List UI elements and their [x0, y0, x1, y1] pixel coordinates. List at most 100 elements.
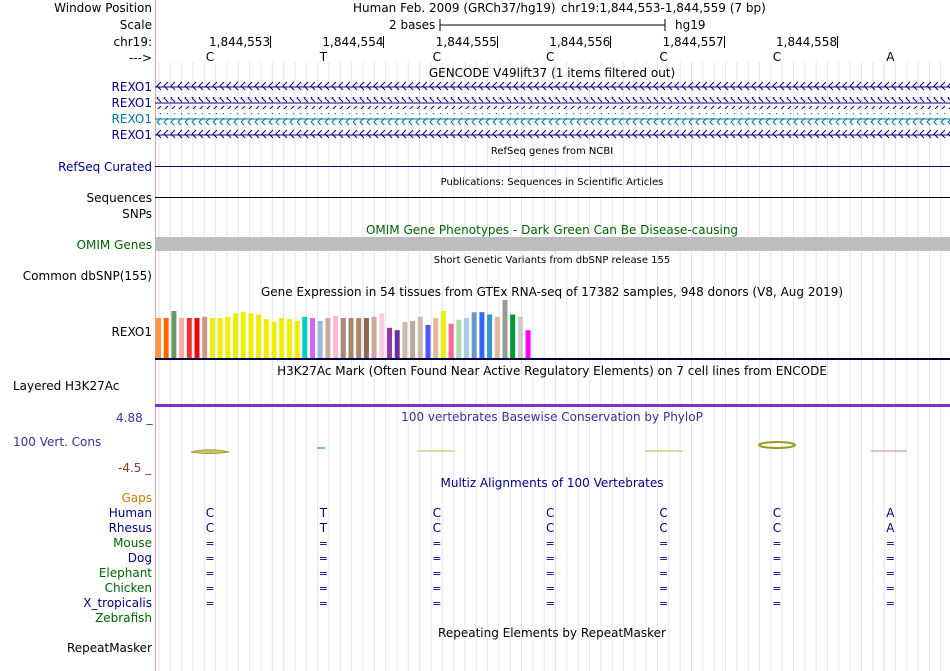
- base-letter: C: [659, 50, 668, 64]
- gtex-tissue-bar[interactable]: [233, 313, 238, 358]
- alignment-base: =: [545, 552, 555, 565]
- gtex-tissue-bar[interactable]: [179, 317, 185, 358]
- dbsnp-track-label[interactable]: Common dbSNP(155): [22, 269, 152, 283]
- h3k27ac-track-label[interactable]: Layered H3K27Ac: [13, 379, 120, 393]
- gtex-tissue-bar[interactable]: [348, 317, 354, 358]
- transcript-row[interactable]: [155, 113, 950, 125]
- refseq-line[interactable]: [155, 166, 950, 167]
- alignment-base: =: [318, 567, 328, 580]
- gtex-tissue-bar[interactable]: [202, 316, 208, 358]
- track-labels: Window Position Scale chr19: ---> REXO1 …: [0, 0, 155, 671]
- transcript-row[interactable]: [155, 97, 950, 109]
- gtex-tissue-bar[interactable]: [286, 319, 292, 358]
- alignment-base: T: [319, 521, 328, 535]
- gtex-tissue-bar[interactable]: [248, 313, 254, 358]
- refseq-track-label[interactable]: RefSeq Curated: [58, 160, 152, 174]
- gtex-tissue-bar[interactable]: [302, 316, 308, 358]
- gtex-gene-label[interactable]: REXO1: [111, 325, 152, 339]
- cons-signal[interactable]: [155, 437, 950, 467]
- gtex-tissue-bar[interactable]: [294, 320, 300, 358]
- alignment-base: =: [658, 552, 669, 565]
- gtex-tissue-bar[interactable]: [433, 317, 439, 358]
- gtex-tissue-bar[interactable]: [479, 312, 485, 358]
- gtex-tissue-bar[interactable]: [325, 317, 331, 358]
- gtex-tissue-bar[interactable]: [417, 316, 423, 358]
- gtex-tissue-bar[interactable]: [263, 319, 269, 358]
- alignment-base: C: [432, 506, 441, 520]
- gtex-tissue-bar[interactable]: [448, 323, 454, 358]
- gtex-tissue-bar[interactable]: [471, 312, 477, 358]
- alignment-base: C: [205, 521, 215, 535]
- alignment-base: =: [432, 537, 442, 550]
- gtex-tissue-bar[interactable]: [402, 322, 408, 358]
- alignment-base: =: [772, 537, 782, 550]
- ruler-tick: [723, 36, 725, 48]
- scale-label: Scale: [119, 18, 152, 32]
- gtex-tissue-bar[interactable]: [186, 317, 192, 358]
- gtex-tissue-bar[interactable]: [425, 324, 431, 358]
- repeatmasker-track-label[interactable]: RepeatMasker: [66, 641, 152, 655]
- base-letter: C: [772, 50, 782, 64]
- gtex-tissue-bar[interactable]: [256, 314, 262, 359]
- alignment-base: C: [432, 521, 441, 535]
- alignment-base: =: [772, 597, 782, 610]
- gtex-bar-chart[interactable]: [155, 299, 555, 359]
- gtex-tissue-bar[interactable]: [240, 312, 246, 358]
- gtex-tissue-bar[interactable]: [394, 330, 400, 358]
- gtex-tissue-bar[interactable]: [456, 319, 462, 358]
- alignment-base: =: [658, 582, 669, 595]
- gtex-tissue-bar[interactable]: [340, 317, 346, 358]
- alignment-base: C: [772, 506, 782, 520]
- gtex-tissue-bar[interactable]: [410, 320, 416, 358]
- gtex-tissue-bar[interactable]: [156, 317, 161, 358]
- gtex-tissue-bar[interactable]: [194, 317, 200, 358]
- gtex-tissue-bar[interactable]: [487, 314, 493, 359]
- gtex-tissue-bar[interactable]: [163, 317, 169, 358]
- gtex-tissue-bar[interactable]: [310, 317, 315, 358]
- gtex-tissue-bar[interactable]: [371, 316, 377, 358]
- omim-gene-bar[interactable]: [155, 237, 950, 251]
- gtex-tissue-bar[interactable]: [494, 316, 500, 358]
- gtex-tissue-bar[interactable]: [517, 316, 523, 358]
- gtex-track-title: Gene Expression in 54 tissues from GTEx …: [260, 285, 844, 299]
- gtex-tissue-bar[interactable]: [217, 317, 223, 358]
- species-elephant-label: Elephant: [98, 566, 152, 580]
- gtex-tissue-bar[interactable]: [225, 316, 231, 358]
- snps-track-label[interactable]: SNPs: [122, 207, 152, 221]
- gtex-tissue-bar[interactable]: [379, 313, 385, 358]
- track-area[interactable]: Human Feb. 2009 (GRCh37/hg19) chr19:1,84…: [155, 0, 950, 671]
- gtex-tissue-bar[interactable]: [333, 315, 339, 358]
- gene-label-rexo1[interactable]: REXO1: [111, 96, 152, 110]
- gtex-tissue-bar[interactable]: [387, 327, 392, 358]
- gtex-tissue-bar[interactable]: [363, 317, 369, 358]
- transcript-row[interactable]: [155, 81, 950, 93]
- gtex-tissue-bar[interactable]: [510, 314, 516, 359]
- gtex-tissue-bar[interactable]: [271, 322, 277, 358]
- gencode-transcripts[interactable]: [155, 80, 950, 144]
- gtex-tissue-bar[interactable]: [356, 317, 362, 358]
- gtex-tissue-bar[interactable]: [502, 300, 508, 358]
- alignment-base: =: [545, 567, 555, 580]
- gtex-tissue-bar[interactable]: [171, 311, 177, 358]
- gtex-tissue-bar[interactable]: [464, 317, 469, 358]
- gtex-tissue-bar[interactable]: [440, 311, 446, 358]
- h3k27ac-signal[interactable]: [155, 404, 950, 407]
- base-letter: C: [545, 50, 555, 64]
- gene-label-rexo1[interactable]: REXO1: [111, 112, 152, 126]
- transcript-row[interactable]: [155, 129, 950, 141]
- gene-label-rexo1[interactable]: REXO1: [111, 128, 152, 142]
- omim-track-label[interactable]: OMIM Genes: [76, 238, 152, 252]
- publications-line[interactable]: [155, 197, 950, 198]
- ruler-tick: [496, 36, 498, 48]
- cons-track-label[interactable]: 100 Vert. Cons: [13, 435, 102, 449]
- repeatmasker-track-title: Repeating Elements by RepeatMasker: [438, 626, 666, 640]
- gtex-tissue-bar[interactable]: [317, 320, 323, 358]
- gtex-tissue-bar[interactable]: [279, 317, 285, 358]
- gene-label-rexo1[interactable]: REXO1: [111, 80, 152, 94]
- chrom-label: chr19:: [113, 35, 152, 49]
- position-text: chr19:1,844,553-1,844,559 (7 bp): [561, 1, 766, 15]
- gtex-tissue-bar[interactable]: [209, 317, 215, 358]
- gtex-tissue-bar[interactable]: [525, 330, 531, 358]
- sequences-track-label[interactable]: Sequences: [86, 191, 152, 205]
